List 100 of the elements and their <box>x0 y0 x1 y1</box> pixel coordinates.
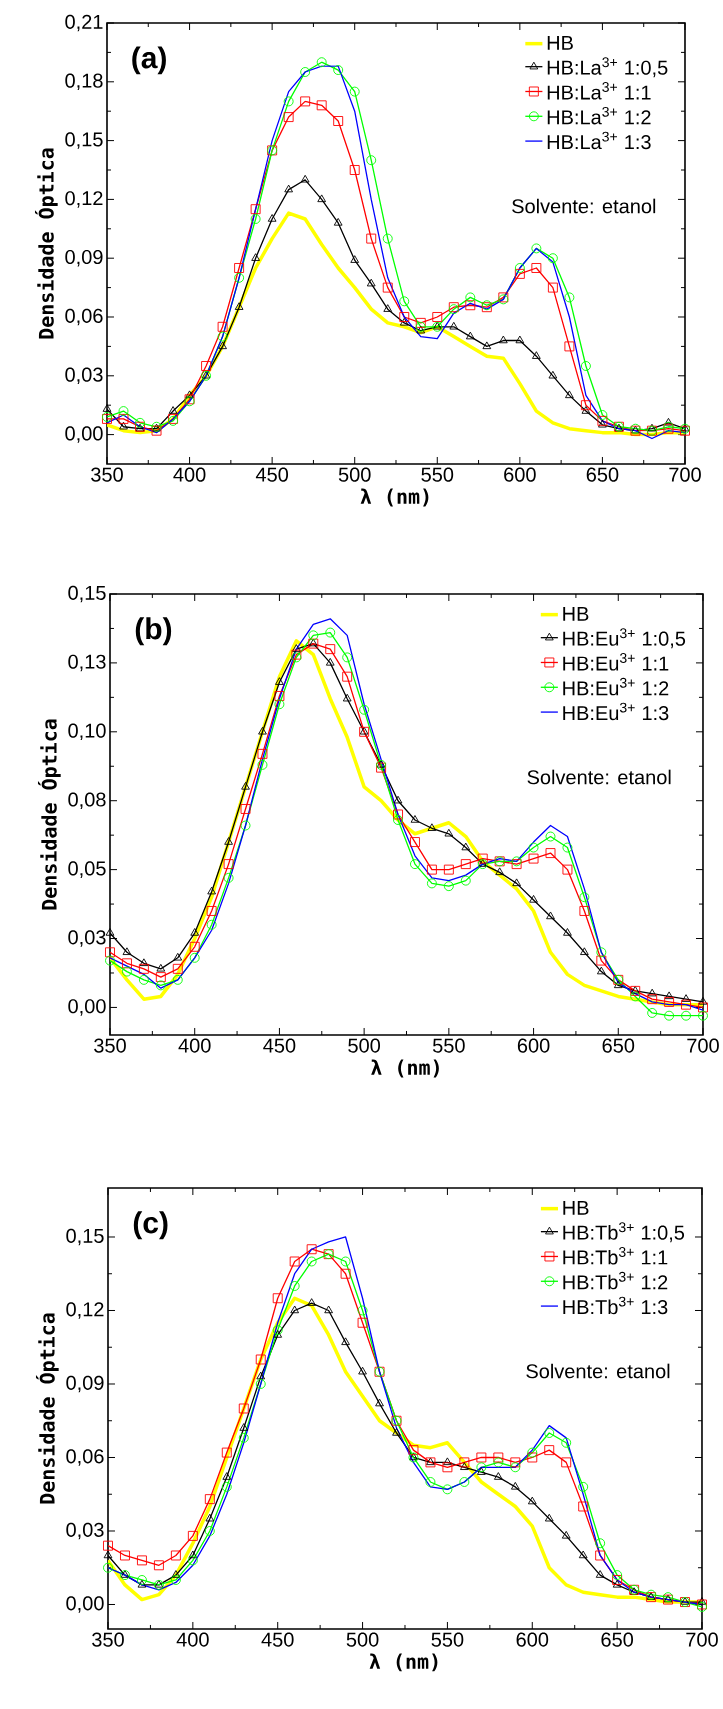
point <box>383 304 393 312</box>
point <box>596 955 607 966</box>
point <box>630 991 641 1002</box>
point <box>545 848 556 859</box>
point <box>415 317 426 328</box>
point <box>206 919 217 930</box>
point <box>300 174 310 183</box>
x-tick-label: 550 <box>421 467 454 482</box>
point <box>119 421 128 430</box>
point <box>515 335 525 344</box>
point <box>459 1457 470 1468</box>
point <box>137 1579 147 1588</box>
point <box>138 963 149 974</box>
point <box>201 361 212 371</box>
point <box>581 406 591 414</box>
y-tick-label: 0,00 <box>65 426 103 443</box>
legend-label: HB:La$^{3+}$ 1:0,5 <box>547 57 668 78</box>
point <box>598 419 607 428</box>
point <box>170 1550 181 1561</box>
point <box>561 1457 572 1468</box>
point <box>595 1550 606 1561</box>
point <box>189 952 200 963</box>
point <box>234 272 245 283</box>
y-tick-label: 0,06 <box>66 1449 104 1466</box>
legend-label: HB:Eu$^{3+}$ 1:1 <box>563 653 669 671</box>
point <box>442 1484 453 1495</box>
y-tick-label: 0,00 <box>68 999 106 1016</box>
point <box>170 1575 181 1585</box>
point <box>375 1398 384 1407</box>
point <box>324 1305 333 1314</box>
point <box>258 726 267 735</box>
x-tick-label: 600 <box>516 1632 549 1647</box>
point <box>359 704 370 715</box>
point <box>241 781 250 790</box>
y-tick-label: 0,03 <box>65 367 103 385</box>
point <box>476 1452 487 1463</box>
legend-label: HB:La$^{3+}$ 1:1 <box>547 82 651 100</box>
point <box>289 1281 300 1291</box>
point <box>597 410 608 420</box>
point <box>283 112 294 123</box>
point <box>579 892 590 903</box>
point <box>382 233 393 244</box>
point <box>465 331 475 340</box>
point <box>613 980 623 989</box>
point <box>544 1513 554 1522</box>
y-tick-label: 0,06 <box>65 308 103 326</box>
point <box>155 972 166 983</box>
point <box>267 214 277 222</box>
point <box>527 1452 538 1463</box>
point <box>493 1472 503 1480</box>
point <box>349 86 360 97</box>
point <box>408 1445 419 1456</box>
point <box>531 243 542 254</box>
point <box>103 1540 113 1551</box>
x-tick-label: 500 <box>346 1632 379 1647</box>
point <box>307 1298 316 1306</box>
point <box>595 1538 606 1549</box>
point <box>410 859 420 870</box>
point <box>580 947 589 955</box>
x-axis-title: λ (nm) <box>360 488 429 507</box>
annotation: Solvente: etanol <box>527 769 671 785</box>
point <box>257 759 268 770</box>
point <box>340 1256 351 1267</box>
point <box>238 1403 249 1414</box>
x-tick-label: 700 <box>669 467 701 482</box>
point <box>290 1305 300 1314</box>
point <box>425 1477 436 1487</box>
point <box>366 233 377 244</box>
y-tick-label: 0,10 <box>68 723 106 741</box>
point <box>460 1462 469 1470</box>
point <box>316 100 327 111</box>
x-tick-label: 400 <box>173 467 206 482</box>
annotation: (a) <box>132 46 166 75</box>
point <box>382 282 393 293</box>
point <box>393 815 403 825</box>
point <box>579 906 590 916</box>
point <box>465 292 476 303</box>
point <box>105 955 115 966</box>
y-tick-label: 0,15 <box>66 1228 104 1246</box>
point <box>681 994 691 1002</box>
point <box>697 1597 707 1605</box>
x-axis-title: λ (nm) <box>369 1653 438 1672</box>
point <box>139 958 149 967</box>
point <box>664 996 675 1007</box>
x-tick-label: 450 <box>261 1632 294 1647</box>
point <box>514 263 525 273</box>
legend-label: HB:La$^{3+}$ 1:3 <box>547 131 651 150</box>
point <box>105 947 115 958</box>
point <box>333 116 344 126</box>
legend-label: HB:Tb$^{3+}$ 1:1 <box>563 1247 668 1265</box>
y-axis-title: Densidade Óptica <box>34 148 58 339</box>
x-tick-label: 400 <box>178 1038 211 1053</box>
point <box>168 406 178 414</box>
point <box>205 1513 215 1522</box>
point <box>300 96 311 107</box>
annotation: (c) <box>133 1211 168 1240</box>
point <box>234 263 245 273</box>
point <box>561 1530 571 1539</box>
point <box>596 947 607 958</box>
point <box>528 853 539 864</box>
